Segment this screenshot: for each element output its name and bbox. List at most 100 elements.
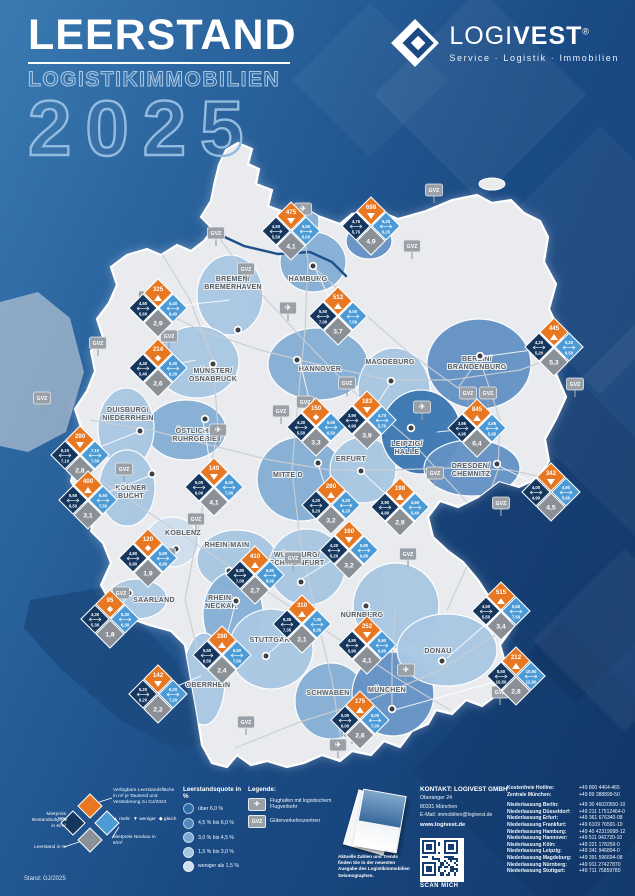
region-label-bremen: BREMEN/BREMERHAVEN xyxy=(204,276,262,291)
svg-text:5,80: 5,80 xyxy=(159,551,168,556)
phone-row: Niederlassung Frankfurt: +49 6109 76591-1… xyxy=(507,822,631,829)
svg-text:8,35: 8,35 xyxy=(313,628,322,633)
cluster-vacancy-value: 1,9 xyxy=(143,571,153,578)
svg-text:✈: ✈ xyxy=(403,665,410,674)
svg-text:✈: ✈ xyxy=(335,740,342,749)
motorway-line xyxy=(139,299,566,381)
cluster-area-value: 252 xyxy=(362,623,373,630)
vacancy-class-label: weniger als 1,5 % xyxy=(198,863,239,870)
cluster-vacancy-value: 2,9 xyxy=(395,520,405,527)
cluster-vacancy-value: 3,7 xyxy=(333,329,343,336)
vacancy-class-swatch xyxy=(183,803,194,815)
trend-up-icon xyxy=(550,334,558,340)
region-label-magdeburg: MAGDEBURG xyxy=(365,359,415,366)
marker-cluster-hamburg: 512 5,50 7,00 6,50 7,50 3,7 xyxy=(308,286,368,346)
svg-text:6,25: 6,25 xyxy=(382,230,391,235)
trend-up-icon xyxy=(334,303,342,309)
svg-text:7,50: 7,50 xyxy=(91,459,100,464)
trend-up-icon xyxy=(154,295,162,301)
svg-text:5,80: 5,80 xyxy=(236,568,245,573)
island-ruegen xyxy=(478,177,506,191)
phone-label: Niederlassung Hamburg: xyxy=(507,828,567,835)
svg-text:5,20: 5,20 xyxy=(565,340,574,345)
svg-text:4,95: 4,95 xyxy=(488,421,497,426)
phone-row: Niederlassung Köln: +49 221 178259-0 xyxy=(507,842,631,849)
svg-text:5,00: 5,00 xyxy=(195,480,204,485)
trend-item-0: ▲ mehr xyxy=(113,817,131,822)
trend-item-2: ◆ gleich xyxy=(158,817,177,822)
phone-label: Niederlassung Düsseldorf: xyxy=(507,808,571,815)
svg-text:6,80: 6,80 xyxy=(159,562,168,567)
marker-cluster-berlin: 445 4,20 5,20 5,20 6,50 5,3 xyxy=(524,317,584,377)
svg-text:4,70: 4,70 xyxy=(378,413,387,418)
legend-bestand-label: Mietpreis Bestandsobjekte in €/m² xyxy=(32,812,68,829)
svg-text:4,20: 4,20 xyxy=(330,543,339,548)
phone-number: +49 911 27427870 xyxy=(579,861,621,868)
svg-text:3,90: 3,90 xyxy=(381,500,390,505)
cluster-vacancy-value: 6,4 xyxy=(472,441,482,448)
qr-code[interactable] xyxy=(420,838,464,882)
svg-text:6,50: 6,50 xyxy=(99,493,108,498)
svg-text:5,50: 5,50 xyxy=(297,431,306,436)
trend-up-icon xyxy=(251,562,259,568)
marker-legend-graphic xyxy=(58,793,120,853)
region-label-donau: DONAU xyxy=(424,648,451,655)
cluster-vacancy-value: 2,2 xyxy=(153,707,163,714)
svg-text:5,50: 5,50 xyxy=(512,604,521,609)
trend-up-icon xyxy=(298,611,306,617)
svg-text:5,25: 5,25 xyxy=(382,219,391,224)
trend-down-icon xyxy=(287,218,295,224)
phone-number: +49 211 17512464-0 xyxy=(579,808,625,815)
city-dot-rhein-neckar xyxy=(233,598,239,604)
svg-text:7,50: 7,50 xyxy=(99,504,108,509)
svg-text:10,50: 10,50 xyxy=(526,669,537,674)
svg-text:4,20: 4,20 xyxy=(535,340,544,345)
svg-text:GVZ: GVZ xyxy=(342,381,353,387)
region-label-berlin: BERLIN/BRANDENBURG xyxy=(448,356,507,371)
svg-text:3,95: 3,95 xyxy=(458,421,467,426)
contact-email-link[interactable]: E-Mail: immobilien@logivest.de xyxy=(420,812,493,819)
region-area-donau xyxy=(396,613,498,687)
svg-text:5,95: 5,95 xyxy=(488,432,497,437)
trend-down-icon xyxy=(76,442,84,448)
gvz-badge: GVZ xyxy=(399,547,417,567)
cluster-vacancy-value: 2,9 xyxy=(153,321,163,328)
city-dot-berlin xyxy=(477,353,483,359)
trend-same-icon xyxy=(312,414,320,421)
city-dot-erfurt xyxy=(358,468,364,474)
city-dot-ruhrgebiet xyxy=(202,416,208,422)
svg-text:4,00: 4,00 xyxy=(532,485,541,490)
city-dot-bremen xyxy=(235,327,241,333)
marker-cluster-muenchen: 212 8,50 10,50 10,50 12,50 2,8 xyxy=(486,646,546,706)
background-diamond xyxy=(533,548,635,732)
svg-text:GVZ: GVZ xyxy=(300,400,311,406)
sample-neubau-diamond xyxy=(94,810,120,836)
marker-cluster-leipzig: 845 3,95 4,95 4,95 5,95 6,4 xyxy=(447,398,507,458)
cluster-area-value: 400 xyxy=(83,478,94,485)
svg-text:6,80: 6,80 xyxy=(360,554,369,559)
svg-text:5,80: 5,80 xyxy=(129,562,138,567)
region-label-koelner-bucht: KÖLNER BUCHT xyxy=(115,483,146,500)
logivest-tagline: Service · Logistik · Immobilien xyxy=(449,52,619,63)
contact-website-link[interactable]: www.logivest.de xyxy=(420,822,466,829)
svg-text:4,90: 4,90 xyxy=(381,511,390,516)
vacancy-class-label: 1,5 % bis 3,0 % xyxy=(198,849,235,856)
phone-number: +49 361 676340-08 xyxy=(579,815,623,822)
airplane-icon: ✈ xyxy=(248,797,266,811)
phone-label: Niederlassung Frankfurt: xyxy=(507,821,567,828)
trend-up-icon xyxy=(396,494,404,500)
svg-text:5,20: 5,20 xyxy=(312,509,321,514)
region-label-duisburg: DUISBURG/NIEDERRHEIN xyxy=(102,407,154,422)
svg-text:4,40: 4,40 xyxy=(139,361,148,366)
svg-text:GVZ: GVZ xyxy=(119,467,130,473)
svg-text:5,40: 5,40 xyxy=(169,301,178,306)
svg-text:5,40: 5,40 xyxy=(139,372,148,377)
phone-number: +49 221 178259-0 xyxy=(579,841,620,848)
svg-text:4,80: 4,80 xyxy=(129,551,138,556)
marker-cluster-koblenz: 120 4,80 5,80 5,80 6,80 1,9 xyxy=(118,528,178,588)
svg-text:6,30: 6,30 xyxy=(121,623,130,628)
marker-cluster-ruhrgebiet: 149 5,00 6,00 6,00 7,00 4,1 xyxy=(184,457,244,517)
cluster-area-value: 515 xyxy=(496,589,507,596)
svg-text:5,40: 5,40 xyxy=(411,511,420,516)
